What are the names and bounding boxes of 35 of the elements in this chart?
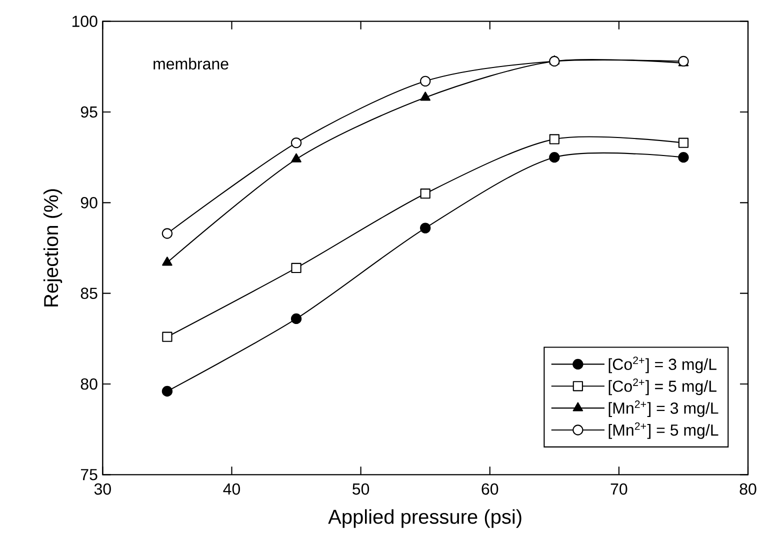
point <box>549 152 560 163</box>
x-tick-label: 70 <box>610 484 628 495</box>
point <box>420 92 430 101</box>
x-tick-label: 40 <box>223 484 240 495</box>
point <box>291 153 302 163</box>
legend-label: [Co$^{2+}$] = 5 mg/L <box>608 378 716 396</box>
point <box>162 256 172 266</box>
point <box>162 332 172 342</box>
point <box>420 222 431 234</box>
point <box>291 263 302 274</box>
x-tick-label: 60 <box>482 484 498 495</box>
y-tick-label: 90 <box>80 197 98 208</box>
point <box>162 386 173 397</box>
legend-label: [Mn$^{2+}$] = 5 mg/L <box>608 422 718 440</box>
point <box>678 138 689 148</box>
x-tick-label: 80 <box>740 484 756 495</box>
y-tick-label: 100 <box>72 16 98 28</box>
y-tick-label: 85 <box>80 288 98 300</box>
legend-label: [Co$^{2+}$] = 3 mg/L <box>608 356 716 374</box>
point <box>162 228 173 239</box>
x-axis-title: Applied pressure (psi) <box>328 509 522 528</box>
point <box>549 134 560 144</box>
annotation: membrane <box>154 58 228 70</box>
point <box>678 152 689 163</box>
y-tick-label: 80 <box>80 378 98 390</box>
x-tick-label: 30 <box>94 484 111 495</box>
y-axis-title: Rejection (%) <box>43 189 62 307</box>
point <box>420 188 430 199</box>
y-tick-label: 95 <box>80 106 98 118</box>
legend-label: [Mn$^{2+}$] = 3 mg/L <box>608 400 718 418</box>
point <box>290 314 302 324</box>
point <box>290 138 302 148</box>
x-tick-label: 50 <box>352 484 370 495</box>
point <box>420 76 431 87</box>
y-tick-label: 75 <box>80 469 98 480</box>
